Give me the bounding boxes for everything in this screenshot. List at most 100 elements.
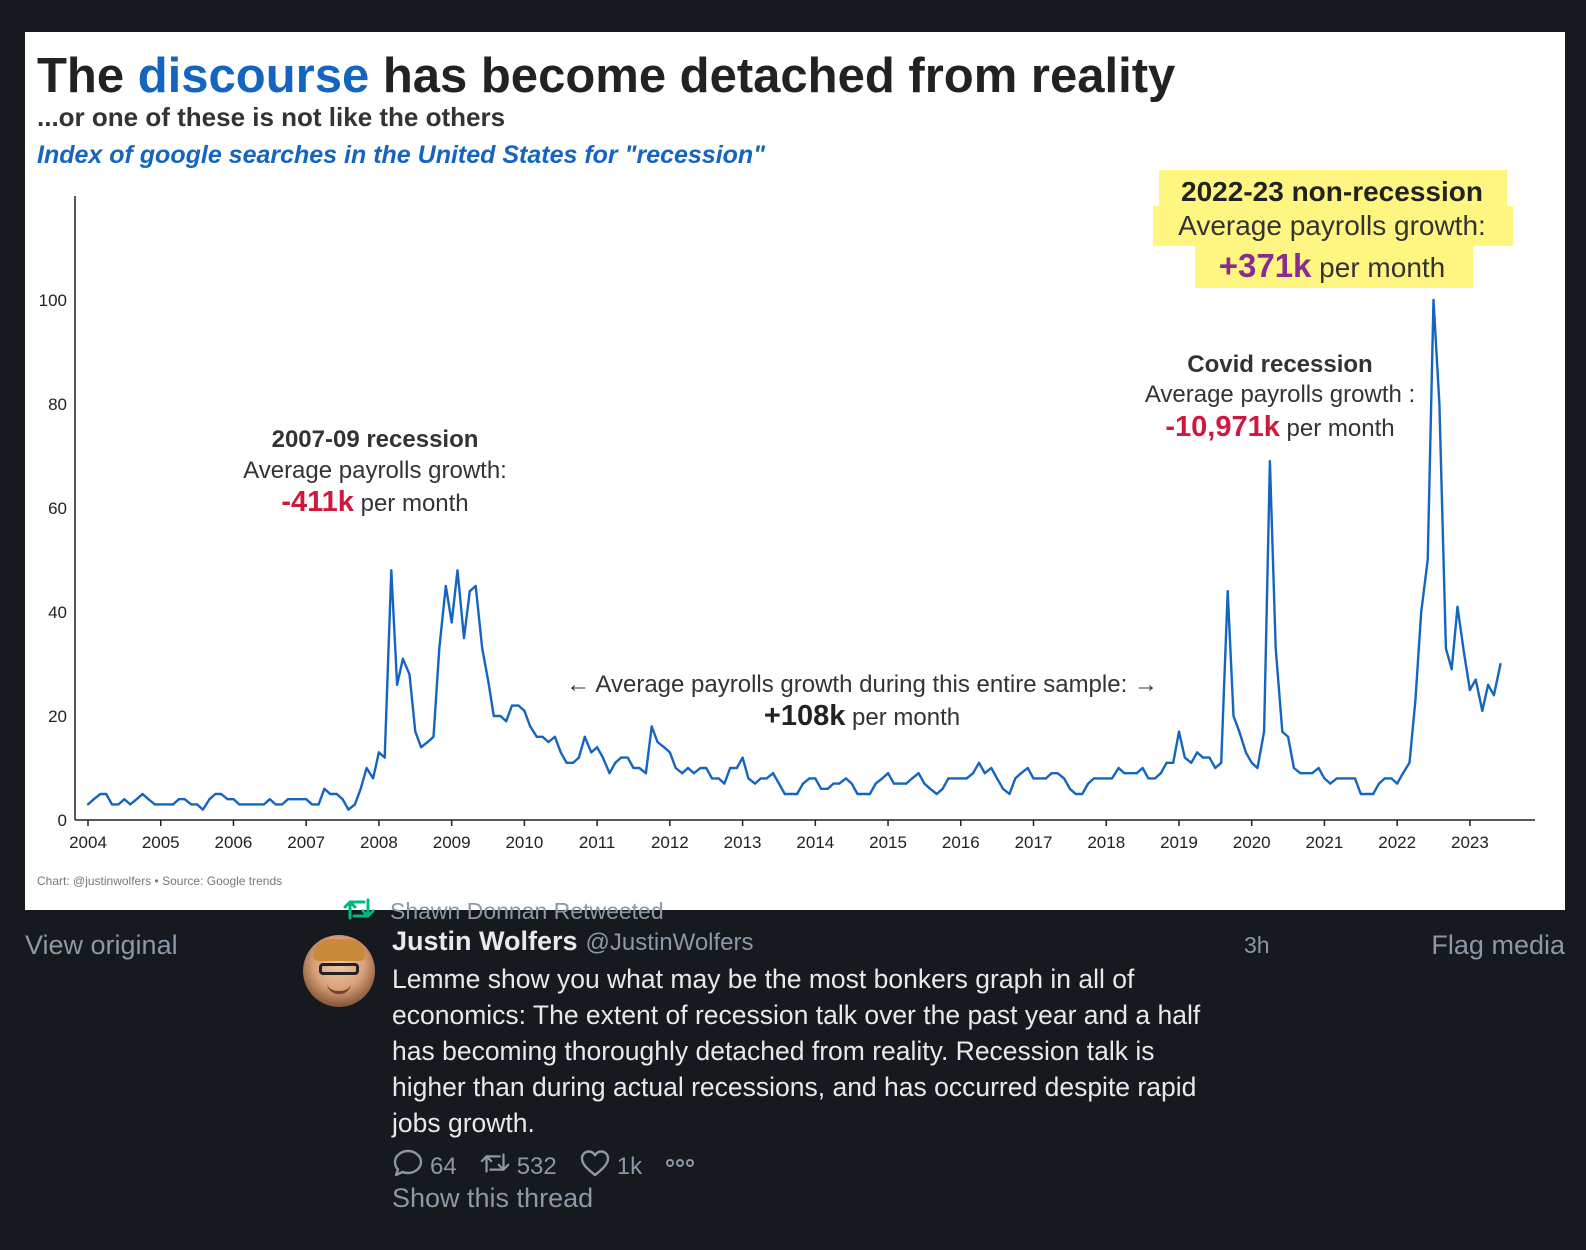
data-point bbox=[310, 803, 314, 806]
data-point bbox=[1196, 751, 1199, 754]
data-point bbox=[650, 725, 653, 728]
annotation-value-line: +108k per month bbox=[764, 700, 960, 732]
x-tick-label: 2006 bbox=[215, 833, 253, 852]
retweet-icon bbox=[479, 1148, 517, 1185]
data-point bbox=[717, 777, 720, 780]
data-point bbox=[486, 678, 490, 681]
x-tick-label: 2016 bbox=[942, 833, 980, 852]
data-point bbox=[1499, 662, 1502, 666]
annotation-covid-recession: Covid recession Average payrolls growth … bbox=[1145, 351, 1415, 443]
tweet-text-line: jobs growth. bbox=[392, 1108, 535, 1138]
data-point bbox=[426, 740, 429, 744]
data-point bbox=[1341, 777, 1344, 780]
data-point bbox=[1226, 590, 1229, 593]
data-point bbox=[662, 746, 666, 749]
data-point bbox=[1135, 772, 1138, 775]
reply-button[interactable]: 64 bbox=[392, 1148, 457, 1185]
data-point bbox=[1208, 756, 1211, 759]
data-point bbox=[1123, 772, 1126, 775]
data-point bbox=[1159, 772, 1162, 775]
data-point bbox=[1359, 792, 1362, 796]
data-point bbox=[268, 798, 271, 801]
data-point bbox=[414, 730, 417, 733]
data-point bbox=[1438, 402, 1441, 406]
data-point bbox=[299, 798, 302, 801]
highlight-band bbox=[1195, 246, 1473, 288]
data-point bbox=[1383, 777, 1386, 780]
data-point bbox=[1111, 777, 1114, 780]
data-point bbox=[759, 777, 762, 780]
data-point bbox=[317, 803, 320, 806]
data-point bbox=[1044, 777, 1047, 780]
series-line bbox=[87, 298, 1502, 811]
data-point bbox=[1238, 730, 1241, 733]
data-point bbox=[626, 756, 629, 759]
data-point bbox=[177, 798, 180, 801]
data-point bbox=[547, 740, 550, 744]
annotation-value-line: -411k per month bbox=[281, 486, 468, 518]
data-point bbox=[923, 782, 926, 785]
data-point bbox=[868, 792, 872, 796]
author-handle[interactable]: @JustinWolfers bbox=[585, 929, 754, 956]
data-point bbox=[365, 766, 368, 770]
data-point bbox=[1432, 298, 1435, 302]
data-point bbox=[1201, 756, 1205, 759]
data-point bbox=[765, 777, 768, 780]
data-point bbox=[796, 792, 799, 796]
more-button[interactable] bbox=[664, 1148, 702, 1185]
data-point bbox=[1474, 678, 1477, 681]
data-point bbox=[401, 657, 404, 660]
tweet-text-line: Lemme show you what may be the most bonk… bbox=[392, 964, 1135, 994]
like-button[interactable]: 1k bbox=[579, 1148, 642, 1185]
data-point bbox=[529, 725, 532, 728]
x-tick-label: 2012 bbox=[651, 833, 689, 852]
tweet-timestamp[interactable]: 3h bbox=[1244, 932, 1270, 958]
show-thread-link[interactable]: Show this thread bbox=[392, 1183, 594, 1213]
data-point bbox=[608, 772, 611, 775]
data-point bbox=[292, 798, 295, 801]
chart-subtitle: ...or one of these is not like the other… bbox=[37, 102, 505, 132]
data-point bbox=[996, 777, 999, 780]
tweet-media-chart[interactable]: The discourse has become detached from r… bbox=[25, 32, 1565, 910]
tweet-text-line: economics: The extent of recession talk … bbox=[392, 1000, 1201, 1030]
data-point bbox=[583, 735, 586, 738]
data-point bbox=[323, 787, 326, 790]
avatar[interactable] bbox=[303, 935, 375, 1007]
x-tick-label: 2009 bbox=[433, 833, 471, 852]
data-point bbox=[790, 792, 793, 796]
annotation-title: 2022-23 non-recession bbox=[1181, 176, 1483, 207]
retweet-context: Shawn Donnan Retweeted bbox=[342, 894, 664, 928]
annotation-entire-sample: ← Average payrolls growth during this en… bbox=[566, 671, 1158, 732]
data-point bbox=[1263, 730, 1266, 733]
data-point bbox=[159, 803, 162, 806]
data-point bbox=[572, 761, 575, 764]
data-point bbox=[492, 714, 495, 718]
data-point bbox=[408, 673, 411, 676]
data-point bbox=[1105, 777, 1108, 780]
y-tick-label: 20 bbox=[48, 707, 67, 726]
data-point bbox=[262, 803, 266, 806]
data-point bbox=[1292, 766, 1295, 770]
data-point bbox=[1414, 699, 1417, 702]
data-point bbox=[1129, 772, 1132, 775]
data-point bbox=[444, 584, 447, 588]
flag-media-link[interactable]: Flag media bbox=[1431, 930, 1565, 960]
data-point bbox=[972, 772, 975, 775]
x-tick-label: 2023 bbox=[1451, 833, 1489, 852]
view-original-link[interactable]: View original bbox=[25, 930, 178, 960]
data-point bbox=[686, 766, 690, 770]
data-point bbox=[844, 777, 848, 780]
tweet-text-line: higher than during actual recessions, an… bbox=[392, 1072, 1197, 1102]
x-tick-label: 2011 bbox=[579, 833, 616, 852]
author-name[interactable]: Justin Wolfers bbox=[392, 926, 578, 956]
data-point bbox=[1232, 714, 1235, 718]
annotation-2007-09-recession: 2007-09 recession Average payrolls growt… bbox=[243, 426, 507, 518]
retweet-button[interactable]: 532 bbox=[479, 1148, 557, 1185]
retweet-label: Shawn Donnan Retweeted bbox=[390, 897, 664, 924]
data-point bbox=[596, 746, 599, 749]
data-point bbox=[783, 792, 786, 796]
data-point bbox=[735, 766, 738, 770]
data-point bbox=[1117, 766, 1120, 770]
data-point bbox=[1147, 777, 1150, 780]
data-point bbox=[723, 782, 726, 785]
